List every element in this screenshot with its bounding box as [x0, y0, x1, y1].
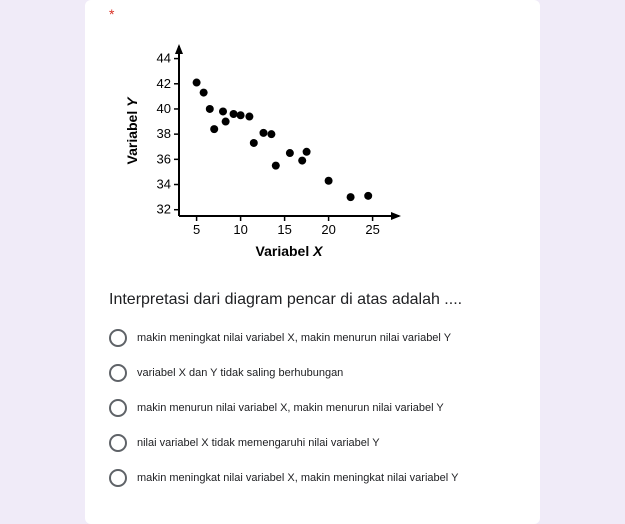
chart-svg: 5 10 15 20 25 32 34 36 38 40 42 44 Variabel X Variabe… [119, 36, 419, 266]
options-group: makin meningkat nilai variabel X, makin … [109, 329, 516, 487]
svg-text:34: 34 [157, 177, 171, 192]
radio-icon[interactable] [109, 469, 127, 487]
question-text: Interpretasi dari diagram pencar di atas… [109, 289, 516, 311]
svg-text:Variabel Y: Variabel Y [124, 96, 140, 165]
scatter-chart: 5 10 15 20 25 32 34 36 38 40 42 44 Variabel X Variabe… [119, 36, 516, 271]
svg-text:20: 20 [321, 222, 335, 237]
svg-text:15: 15 [277, 222, 291, 237]
option-4[interactable]: makin meningkat nilai variabel X, makin … [109, 469, 516, 487]
radio-icon[interactable] [109, 399, 127, 417]
svg-text:44: 44 [157, 51, 171, 66]
option-label: makin menurun nilai variabel X, makin me… [137, 401, 444, 415]
option-label: makin meningkat nilai variabel X, makin … [137, 471, 458, 485]
svg-text:36: 36 [157, 151, 171, 166]
option-0[interactable]: makin meningkat nilai variabel X, makin … [109, 329, 516, 347]
option-label: variabel X dan Y tidak saling berhubunga… [137, 366, 343, 380]
svg-text:25: 25 [365, 222, 379, 237]
question-card: * 5 10 15 20 25 32 34 36 38 40 42 44 Variabel X Varia… [85, 0, 540, 524]
svg-text:32: 32 [157, 202, 171, 217]
option-2[interactable]: makin menurun nilai variabel X, makin me… [109, 399, 516, 417]
option-1[interactable]: variabel X dan Y tidak saling berhubunga… [109, 364, 516, 382]
required-asterisk: * [109, 6, 114, 22]
radio-icon[interactable] [109, 434, 127, 452]
radio-icon[interactable] [109, 329, 127, 347]
svg-text:42: 42 [157, 76, 171, 91]
svg-text:38: 38 [157, 126, 171, 141]
option-3[interactable]: nilai variabel X tidak memengaruhi nilai… [109, 434, 516, 452]
option-label: makin meningkat nilai variabel X, makin … [137, 331, 451, 345]
option-label: nilai variabel X tidak memengaruhi nilai… [137, 436, 380, 450]
svg-text:Variabel X: Variabel X [256, 243, 325, 259]
svg-text:5: 5 [193, 222, 200, 237]
svg-text:40: 40 [157, 101, 171, 116]
svg-text:10: 10 [233, 222, 247, 237]
radio-icon[interactable] [109, 364, 127, 382]
